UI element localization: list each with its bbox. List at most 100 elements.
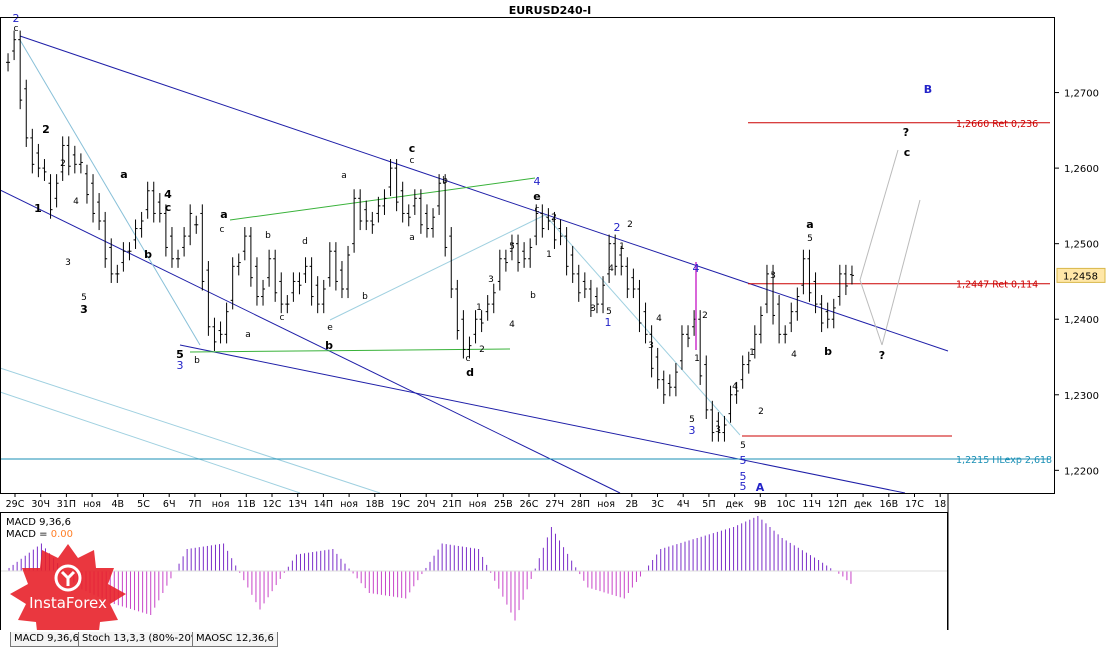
time-tick-label: 25В — [494, 499, 513, 510]
wave-label-blue: 4 — [693, 262, 700, 275]
wave-label-bold: a — [120, 168, 127, 181]
wave-label-small: 2 — [758, 407, 764, 417]
time-tick-label: ноя — [212, 499, 230, 510]
wave-label-bold: ? — [879, 349, 885, 362]
tab-macd[interactable]: MACD 9,36,6 — [10, 632, 83, 647]
chart-title: EURUSD240-I — [509, 4, 592, 17]
wave-label-bold: e — [533, 190, 540, 203]
time-tick-label: 5С — [137, 499, 150, 510]
wave-label-small: 5 — [740, 441, 746, 451]
wave-label-small: a — [341, 171, 347, 181]
wave-label-small: 4 — [73, 197, 79, 207]
price-tick-label: 1,2600 — [1064, 164, 1099, 175]
wave-label-blue: A — [756, 481, 765, 494]
wave-label-small: 1 — [749, 348, 755, 358]
time-tick-label: 27Ч — [545, 499, 564, 510]
time-tick-label: ноя — [83, 499, 101, 510]
wave-label-small: 5 — [807, 234, 813, 244]
tab-maosc[interactable]: MAOSC 12,36,6 — [192, 632, 278, 647]
time-tick-label: 4Ч — [677, 499, 690, 510]
indicator-tabs: MACD 9,36,6 Stoch 13,3,3 (80%-20%) MAOSC… — [0, 630, 948, 661]
wave-label-small: c — [466, 354, 471, 364]
level-label: 1,2447 Ret 0,114 — [956, 280, 1038, 291]
price-tick-label: 1,2500 — [1064, 240, 1099, 251]
time-tick-label: 5П — [702, 499, 715, 510]
wave-label-small: b — [442, 176, 448, 186]
wave-label-small: 1 — [546, 250, 552, 260]
wave-label-small: 4 — [509, 320, 515, 330]
time-tick-label: 12С — [263, 499, 282, 510]
wave-label-bold: a — [220, 208, 227, 221]
wave-label-blue: 5 — [740, 454, 747, 467]
wave-label-small: c — [280, 313, 285, 323]
logo-badge — [10, 544, 126, 648]
time-tick-label: дек — [854, 499, 872, 510]
current-price-box — [1056, 267, 1106, 283]
time-tick-label: 9В — [754, 499, 767, 510]
time-tick-label: 18В — [365, 499, 384, 510]
wave-label-bold: 3 — [80, 303, 88, 316]
channel-upper-line — [19, 35, 949, 352]
projection-line — [881, 199, 921, 346]
time-tick-label: 29С — [6, 499, 25, 510]
wave-label-bold: ? — [903, 126, 909, 139]
time-tick-label: 12П — [828, 499, 847, 510]
time-tick-label: ноя — [469, 499, 487, 510]
wave-label-blue: 4 — [534, 175, 541, 188]
wave-label-blue: 5 — [740, 470, 747, 483]
time-tick-label: 14П — [314, 499, 333, 510]
level-label: 1,2660 Ret 0,236 — [956, 119, 1038, 130]
wave-label-small: 4 — [791, 350, 797, 360]
wave-label-bold: b — [144, 248, 152, 261]
wave-label-small: a — [409, 233, 415, 243]
time-tick-label: 26С — [520, 499, 539, 510]
logo-circle — [54, 564, 82, 592]
time-tick-label: 30Ч — [31, 499, 50, 510]
wave-label-small: a — [245, 330, 251, 340]
logo-text: InstaForex — [29, 594, 107, 612]
level-label: 1,2215 HLexp 2,618 — [956, 455, 1052, 466]
wave-label-small: 2 — [702, 311, 708, 321]
wave-label-small: 2 — [551, 213, 557, 223]
fan-line-1 — [0, 367, 381, 494]
wave-label-small: e — [327, 323, 333, 333]
wave-label-small: c — [14, 24, 19, 34]
instaforex-logo: InstaForex — [4, 542, 132, 652]
wave-label-bold: a — [806, 218, 813, 231]
wave-label-blue: 3 — [689, 424, 696, 437]
triangle-upper — [229, 177, 536, 221]
time-tick-label: 7П — [188, 499, 201, 510]
wave-label-small: 2 — [60, 159, 66, 169]
time-tick-label: 10С — [777, 499, 796, 510]
macd-value: 0.00 — [51, 529, 73, 540]
wave-label-bold: c — [165, 201, 172, 214]
channel-middle-line — [0, 189, 621, 494]
projection-line — [859, 149, 899, 281]
wave-label-small: b — [194, 356, 200, 366]
tab-stoch[interactable]: Stoch 13,3,3 (80%-20%) — [78, 632, 209, 647]
wave-label-blue: 2 — [13, 12, 20, 25]
wave-label-bold: 5 — [176, 348, 184, 361]
wave-label-bold: 2 — [42, 123, 50, 136]
wave-label-small: 2 — [479, 345, 485, 355]
price-panel-frame — [0, 17, 1055, 494]
time-tick-label: 3С — [651, 499, 664, 510]
wave-label-small: 3 — [715, 425, 721, 435]
fan-line-4 — [329, 214, 546, 321]
wave-label-blue: 2 — [614, 221, 621, 234]
time-tick-label: 11Ч — [802, 499, 821, 510]
wave-label-small: 5 — [606, 307, 612, 317]
time-tick-label: 11В — [237, 499, 256, 510]
time-tick-label: 20Ч — [417, 499, 436, 510]
wave-label-small: b — [362, 292, 368, 302]
wave-label-small: b — [265, 231, 271, 241]
wave-label-blue: B — [924, 83, 932, 96]
time-tick-label: дек — [726, 499, 744, 510]
projection-line — [859, 279, 883, 346]
wave-label-bold: 4 — [164, 188, 172, 201]
wave-label-small: 1 — [694, 354, 700, 364]
wave-label-bold: 1 — [34, 202, 42, 215]
wave-label-small: 4 — [608, 264, 614, 274]
